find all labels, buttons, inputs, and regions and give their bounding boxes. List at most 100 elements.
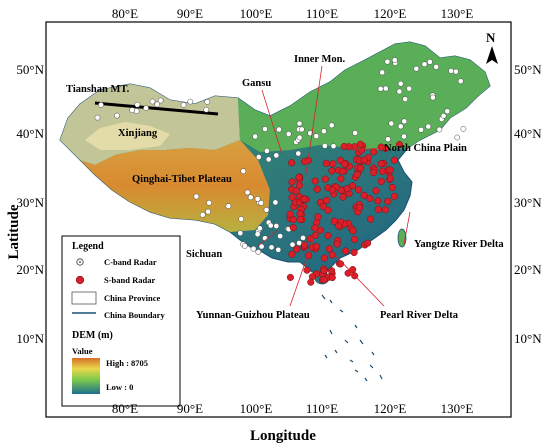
c-band-radar <box>241 243 248 249</box>
c-band-radar <box>453 68 459 75</box>
c-band-radar <box>238 216 245 222</box>
c-band-radar <box>300 235 306 241</box>
c-band-radar <box>258 243 265 250</box>
leader-lines <box>257 65 411 307</box>
c-band-radar <box>94 114 101 121</box>
c-band-radar <box>377 85 384 92</box>
lat-tick-left: 50°N <box>16 62 44 77</box>
lat-tick-right: 40°N <box>514 126 542 141</box>
lon-tick-top: 100°E <box>240 6 273 21</box>
legend-value-label: Value <box>72 346 93 356</box>
s-band-radar <box>311 177 319 185</box>
s-band-radar <box>328 167 336 175</box>
lon-tick-bottom: 130°E <box>441 401 474 416</box>
lon-tick-bottom: 100°E <box>240 401 273 416</box>
c-band-radar <box>206 199 212 206</box>
s-band-radar <box>313 185 321 193</box>
c-band-radar <box>298 126 305 133</box>
s-band-radar <box>349 227 357 235</box>
s-band-radar <box>374 197 382 205</box>
s-band-radar <box>328 274 336 282</box>
dem-colorbar <box>72 358 100 394</box>
c-band-radar <box>205 208 211 215</box>
c-band-radar <box>391 57 398 63</box>
lon-tick-bottom: 120°E <box>374 401 407 416</box>
label-gansu: Gansu <box>242 78 271 89</box>
c-band-radar <box>402 96 409 102</box>
lon-tick-bottom: 90°E <box>177 401 203 416</box>
c-band-radar <box>199 211 206 218</box>
lon-tick-top: 80°E <box>112 6 138 21</box>
s-band-radar <box>333 240 341 248</box>
c-band-radar <box>425 123 432 130</box>
legend-s-band-label: S-band Radar <box>104 275 155 285</box>
c-band-radar <box>254 196 261 202</box>
lat-tick-left: 30°N <box>16 195 44 210</box>
c-band-radar <box>276 126 282 133</box>
c-band-radar <box>385 136 391 143</box>
s-band-radar <box>369 169 378 177</box>
label-tianshan: Tianshan MT. <box>66 84 130 95</box>
c-band-radar <box>237 230 244 236</box>
c-band-radar <box>180 102 187 108</box>
s-band-radar <box>311 231 319 239</box>
s-band-radar <box>286 273 294 281</box>
s-band-radar <box>289 224 297 232</box>
c-band-radar <box>254 231 261 238</box>
lon-tick-top: 90°E <box>177 6 203 21</box>
tarim-basin <box>85 122 170 150</box>
c-band-radar <box>244 189 251 196</box>
lat-tick-right: 50°N <box>514 62 542 77</box>
c-band-radar <box>250 245 257 252</box>
label-yangtze: Yangtze River Delta <box>414 239 504 250</box>
s-band-radar <box>324 206 332 214</box>
c-band-radar <box>401 118 408 125</box>
s-band-radar <box>386 174 394 182</box>
c-band-radar <box>295 150 302 157</box>
s-band-radar <box>296 215 304 223</box>
s-band-radar <box>390 156 399 164</box>
lat-tick-left: 20°N <box>16 262 44 277</box>
lon-tick-bottom: 80°E <box>112 401 138 416</box>
lon-tick-top: 120°E <box>374 6 407 21</box>
c-band-radar <box>187 98 194 105</box>
c-band-radar <box>149 98 156 105</box>
c-band-radar <box>258 200 264 206</box>
legend-title: Legend <box>72 241 104 252</box>
c-band-radar <box>352 130 358 136</box>
c-band-radar <box>143 105 149 112</box>
c-band-radar <box>296 134 303 141</box>
c-band-radar <box>384 58 391 65</box>
s-band-radar <box>386 166 394 174</box>
c-band-radar <box>204 99 211 105</box>
c-band-radar <box>225 203 232 209</box>
c-band-radar <box>313 133 320 139</box>
s-band-radar <box>357 164 365 172</box>
c-band-radar <box>413 65 420 72</box>
s-band-radar <box>320 254 328 262</box>
c-band-radar <box>388 120 395 127</box>
c-band-radar <box>285 131 292 137</box>
s-band-radar <box>288 193 296 201</box>
c-band-radar <box>273 152 280 159</box>
lon-tick-top: 110°E <box>306 6 338 21</box>
c-band-radar <box>247 194 254 201</box>
s-band-radar <box>288 178 296 186</box>
s-band-radar <box>344 269 352 277</box>
legend-s-band-icon <box>75 275 85 285</box>
c-band-radar <box>272 199 279 206</box>
label-qinghai-tibet: Qinghai-Tibet Plateau <box>132 174 232 185</box>
s-band-radar <box>314 213 322 221</box>
s-band-radar <box>395 141 404 149</box>
c-band-radar <box>418 126 424 133</box>
s-band-radar <box>343 185 351 193</box>
c-band-radar <box>440 112 447 119</box>
s-band-radar <box>350 248 358 257</box>
c-band-radar <box>427 59 433 65</box>
s-band-radar <box>354 186 363 194</box>
c-band-radar <box>457 78 464 85</box>
s-band-radar <box>286 210 294 218</box>
s-band-radar <box>319 202 327 210</box>
c-band-radar <box>255 154 262 160</box>
s-band-radar <box>356 204 364 212</box>
